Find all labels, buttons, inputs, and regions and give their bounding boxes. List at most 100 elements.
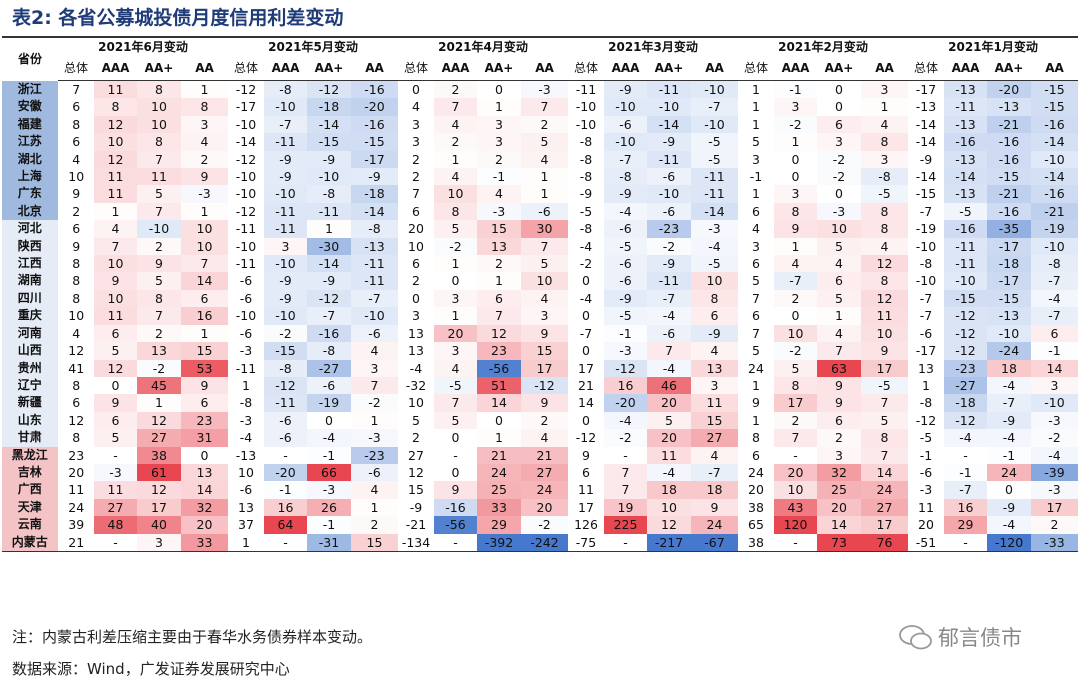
cell: -6 [351,324,398,343]
cell: 0 [582,273,590,289]
cell: 14 [817,516,861,534]
cell: 13 [137,342,181,360]
cell: 1 [521,168,568,186]
cell: -2 [817,150,861,169]
cell: 6 [412,203,420,219]
province: 天津 [2,498,59,517]
cell: -6 [647,202,691,221]
cell: -2 [434,237,477,256]
cell: 11 [918,499,934,515]
cell: -3 [817,202,861,221]
cell: -8 [579,134,593,150]
cell: 12 [68,412,85,428]
cell: -2 [817,168,861,186]
cell: -11 [691,168,738,186]
cell: -11 [307,202,351,221]
cell: 45 [137,376,181,395]
cell: 7 [137,307,181,325]
cell: -217 [647,533,691,552]
cell: 17 [578,499,594,515]
cell: 27 [861,498,908,517]
cell: 21 [578,377,594,393]
cell: 18 [691,481,738,499]
cell: -11 [575,82,597,97]
cell: -5 [691,150,738,169]
cell: 3 [477,115,521,134]
cell: 41 [68,360,85,376]
cell: -2 [521,516,568,534]
cell: -7 [774,272,817,290]
cell: 5 [752,343,760,359]
cell: 3 [861,150,908,169]
cell: 7 [752,290,760,306]
cell: -13 [944,115,987,134]
cell: 0 [791,308,800,324]
cell: -10 [944,272,987,290]
cell: -1 [1031,342,1078,360]
cell: -10 [235,169,257,185]
cell: -11 [351,272,398,290]
cell: 16 [944,498,987,517]
cell: 0 [451,430,460,446]
cell: 0 [495,82,503,97]
cell: -23 [351,446,398,464]
table-header: 省份 2021年6月变动 2021年5月变动 2021年4月变动 2021年3月变动 2… [2,36,1078,81]
cell: 9 [861,342,908,360]
cell: -9 [987,411,1031,430]
cell: 9 [521,394,568,412]
cell: -9 [579,186,593,202]
cell: 0 [495,412,503,428]
cell: -11 [647,272,691,290]
province: 湖北 [2,150,59,169]
cell: 6 [817,411,861,430]
cell: 21 [477,446,521,464]
cell: -16 [944,220,987,238]
cell: -5 [861,185,908,203]
cell: 27 [521,463,568,482]
cell: -6 [604,220,647,238]
cell: -9 [264,168,307,186]
cell: 3 [752,238,760,254]
cell: -9 [604,80,647,99]
cell: 3 [412,308,420,324]
cell: -15 [1031,80,1078,99]
cell: 2 [434,133,477,151]
cell: 9 [434,481,477,499]
cell: 5 [647,411,691,430]
cell: 10 [774,481,817,499]
cell: 0 [412,290,420,306]
cell: 9 [72,238,81,254]
cell: -2 [604,429,647,447]
cell: -10 [691,115,738,134]
cell: -27 [307,359,351,377]
cell: 38 [748,499,764,515]
province: 江西 [2,255,59,273]
cell: 4 [521,289,568,308]
cell: -11 [944,255,987,273]
cell: 7 [521,237,568,256]
subheader: AA [521,58,568,81]
cell: -17 [987,272,1031,290]
cell: - [944,533,987,552]
cell: -10 [264,98,307,116]
cell: 11 [137,168,181,186]
cell: -6 [351,463,398,482]
cell: 0 [451,273,460,289]
cell: 16 [264,498,307,517]
cell: -10 [987,324,1031,343]
cell: -14 [915,116,937,132]
cell: -1 [774,80,817,99]
cell: 1 [434,255,477,273]
cell: -4 [1031,289,1078,308]
table-row: 山东 12 6 12 23 -3 -6 0 1 5 5 0 2 0 -4 5 15 1 2 6 5 -12 -12 -9 -3 [2,411,1078,430]
province: 辽宁 [2,376,59,395]
cell: -10 [915,238,937,254]
table-row: 河南 4 6 2 1 -6 -2 -16 -6 13 20 12 9 -7 -1 -6 -9 7 10 4 10 -6 -1… [2,324,1078,343]
cell: 3 [1031,376,1078,395]
cell: 0 [582,343,590,359]
cell: 1 [434,150,477,169]
cell: 17 [861,516,908,534]
cell: 2 [412,169,420,185]
cell: -8 [861,168,908,186]
cell: 24 [68,499,85,515]
